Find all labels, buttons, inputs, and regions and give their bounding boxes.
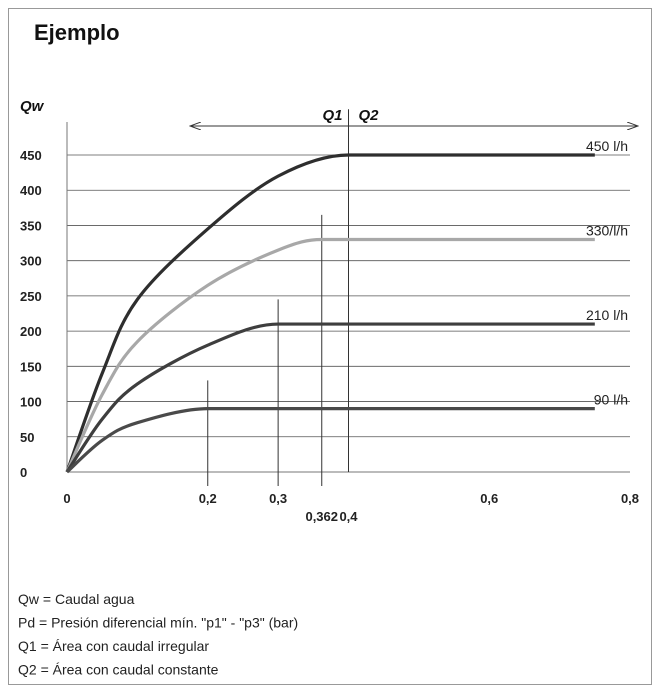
chart-title: Ejemplo [34,20,120,45]
y-axis-label: Qw [20,98,45,115]
x-tick-label: 0,6 [480,491,498,506]
note: Q2 = Área con caudal constante [18,662,219,678]
y-tick-label: 150 [20,359,42,374]
series-label: 90 l/h [594,392,628,408]
x-tick-label: 0,3 [269,491,287,506]
y-tick-label: 100 [20,395,42,410]
y-tick-label: 400 [20,183,42,198]
curve [65,237,595,473]
x-tick-label: 0,362 [305,509,338,524]
note: Q1 = Área con caudal irregular [18,638,209,654]
y-tick-label: 50 [20,430,34,445]
series-label: 330/l/h [586,223,628,239]
y-tick-label: 250 [20,289,42,304]
region-label: Q1 [322,107,342,124]
y-tick-label: 0 [20,465,27,480]
series-label: 450 l/h [586,138,628,154]
curve [65,406,595,474]
curve [65,322,595,473]
note: Qw = Caudal agua [18,591,135,607]
y-tick-label: 200 [20,324,42,339]
series-label: 210 l/h [586,307,628,323]
y-tick-label: 350 [20,218,42,233]
x-tick-label: 0 [63,491,70,506]
note: Pd = Presión diferencial mín. "p1" - "p3… [18,615,298,631]
y-tick-label: 450 [20,148,42,163]
x-tick-label: 0,2 [199,491,217,506]
frame [8,8,652,685]
x-tick-label: 0,4 [339,509,358,524]
curve [65,153,595,473]
y-tick-label: 300 [20,254,42,269]
x-tick-label: 0,8 [621,491,639,506]
region-label: Q2 [359,107,380,124]
